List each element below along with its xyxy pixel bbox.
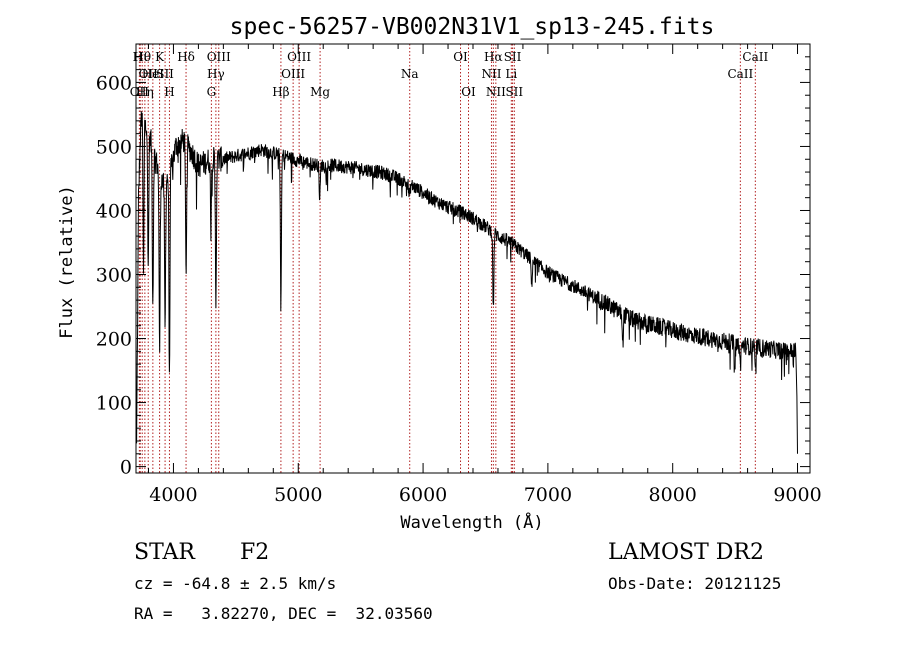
- x-axis-ticks: 4000 5000 6000 7000 8000 9000: [147, 44, 822, 506]
- line-marker-label: Na: [401, 67, 419, 81]
- y-tick-label: 400: [96, 200, 132, 222]
- x-tick-label: 6000: [399, 484, 447, 506]
- plot-frame: [135, 43, 811, 474]
- x-tick-label: 4000: [149, 484, 197, 506]
- line-marker-label: Mg: [310, 85, 330, 99]
- line-marker-label: SII: [504, 50, 522, 64]
- survey-name: LAMOST DR2: [608, 540, 764, 565]
- spectrum-line: [136, 111, 798, 454]
- object-subclass: F2: [240, 540, 270, 565]
- line-marker-label: Hγ: [207, 67, 225, 81]
- obs-date: Obs-Date: 20121125: [608, 574, 782, 593]
- x-tick-label: 8000: [649, 484, 697, 506]
- y-tick-label: 500: [96, 136, 132, 158]
- line-marker-label: OIII: [207, 50, 231, 64]
- line-marker-label: H: [164, 85, 174, 99]
- line-marker-label: G: [207, 85, 217, 99]
- line-marker-label: K: [155, 50, 165, 64]
- chart-title: spec-56257-VB002N31V1_sp13-245.fits: [230, 14, 715, 40]
- line-marker-label: CaII: [727, 67, 753, 81]
- y-tick-label: 0: [120, 457, 132, 479]
- x-tick-label: 9000: [773, 484, 821, 506]
- line-marker-label: Li: [505, 67, 517, 81]
- redshift-text: cz = -64.8 ± 2.5 km/s: [134, 574, 337, 593]
- line-marker-label: Hβ: [272, 85, 289, 99]
- line-marker-label: OII: [130, 85, 150, 99]
- line-marker-label: Hδ: [177, 50, 195, 64]
- line-marker-label: Hη: [136, 85, 154, 99]
- line-marker-label: OIII: [281, 67, 305, 81]
- line-marker-label: CaII: [742, 50, 768, 64]
- line-marker-label: SII: [156, 67, 174, 81]
- line-marker-label: NII: [481, 67, 501, 81]
- y-axis-ticks: 0 100 200 300 400 500 600: [96, 56, 810, 479]
- line-marker-label: Hα: [484, 50, 503, 64]
- x-tick-label: 5000: [274, 484, 322, 506]
- line-marker-label: OII: [139, 67, 159, 81]
- line-marker-label: OI: [461, 85, 476, 99]
- line-marker-label: HeI: [142, 67, 165, 81]
- y-tick-label: 200: [96, 329, 132, 351]
- line-marker-label: OIII: [287, 50, 311, 64]
- x-axis-label: Wavelength (Å): [400, 511, 543, 533]
- line-marker-label: OI: [453, 50, 468, 64]
- line-marker-label: Hθ: [133, 50, 151, 64]
- line-marker-labels: OIIHιHθHηOIIHeIKSIIHHδGHγOIIIHβOIIIOIIIM…: [130, 50, 769, 99]
- line-markers: [138, 44, 756, 473]
- x-tick-label: 7000: [524, 484, 572, 506]
- line-marker-label: SII: [505, 85, 523, 99]
- y-tick-label: 300: [96, 265, 132, 287]
- y-tick-label: 100: [96, 393, 132, 415]
- line-marker-label: NII: [486, 85, 506, 99]
- y-tick-label: 600: [96, 72, 132, 94]
- object-class: STAR: [134, 540, 195, 565]
- coordinates: RA = 3.82270, DEC = 32.03560: [134, 604, 433, 623]
- y-axis-label: Flux (relative): [57, 185, 77, 339]
